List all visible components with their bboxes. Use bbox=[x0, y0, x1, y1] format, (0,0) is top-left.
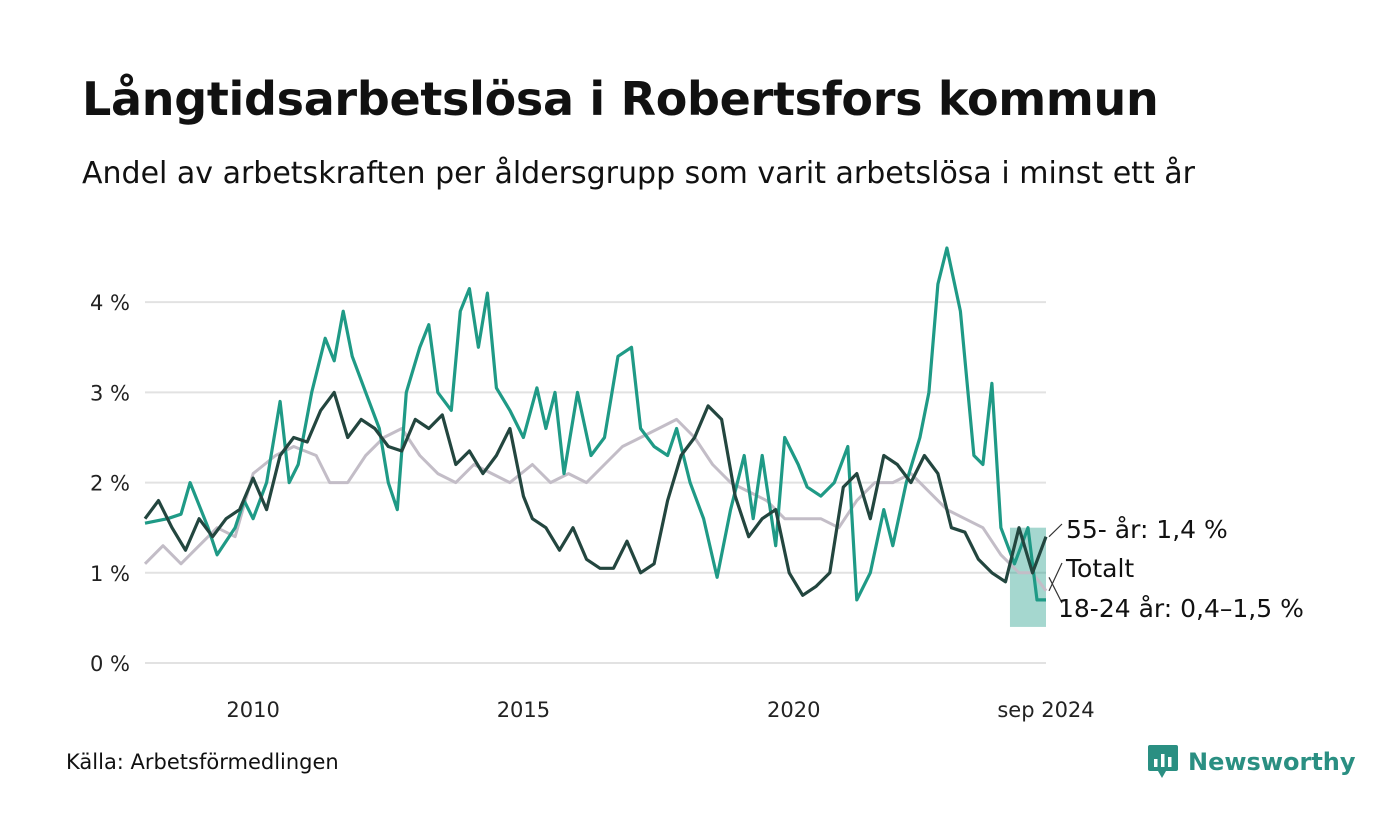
series-label-youth: 18-24 år: 0,4–1,5 % bbox=[1058, 594, 1304, 623]
x-axis: 2010 2015 2020 sep 2024 bbox=[226, 698, 1094, 722]
brand-logo: Newsworthy bbox=[1148, 742, 1356, 782]
y-tick-label: 0 % bbox=[90, 652, 130, 676]
series-label-senior: 55- år: 1,4 % bbox=[1066, 515, 1228, 544]
chart-subtitle: Andel av arbetskraften per åldersgrupp s… bbox=[82, 156, 1195, 191]
y-tick-label: 4 % bbox=[90, 291, 130, 315]
y-tick-label: 3 % bbox=[90, 381, 130, 405]
leader-line bbox=[1048, 577, 1063, 604]
direct-labels: 55- år: 1,4 % Totalt 18-24 år: 0,4–1,5 % bbox=[1048, 515, 1304, 623]
series-line-senior bbox=[143, 390, 1048, 597]
newsworthy-chart-icon bbox=[1148, 745, 1178, 778]
series-label-total: Totalt bbox=[1065, 554, 1134, 583]
x-tick-label: 2020 bbox=[767, 698, 820, 722]
series-lines bbox=[143, 246, 1048, 602]
y-axis: 0 % 1 % 2 % 3 % 4 % bbox=[90, 291, 130, 676]
y-tick-label: 1 % bbox=[90, 562, 130, 586]
y-tick-label: 2 % bbox=[90, 472, 130, 496]
brand-name: Newsworthy bbox=[1188, 748, 1356, 776]
chart-title: Långtidsarbetslösa i Robertsfors kommun bbox=[82, 72, 1159, 126]
x-tick-label: 2010 bbox=[226, 698, 279, 722]
x-tick-label: 2015 bbox=[497, 698, 550, 722]
leader-line bbox=[1048, 523, 1063, 538]
x-tick-label: sep 2024 bbox=[997, 698, 1094, 722]
leader-line bbox=[1048, 562, 1063, 592]
source-note: Källa: Arbetsförmedlingen bbox=[66, 750, 339, 774]
series-line-youth bbox=[144, 246, 1046, 602]
